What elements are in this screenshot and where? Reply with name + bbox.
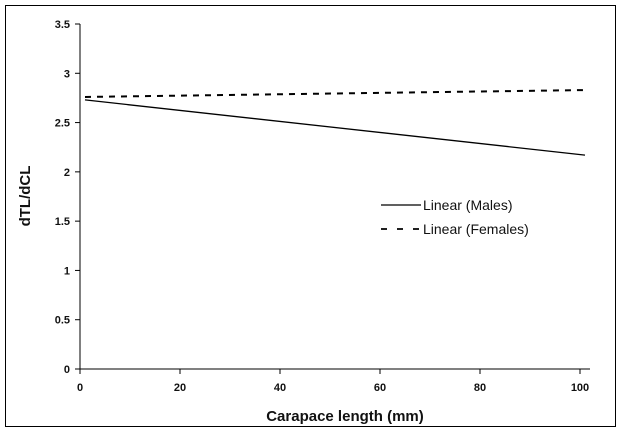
y-ticks: 0 0.5 1 1.5 2 2.5 3 3.5: [55, 19, 80, 376]
series-layer: [84, 89, 586, 156]
chart-frame: [5, 5, 616, 427]
y-tick-label: 3: [64, 68, 70, 80]
legend-label-males: Linear (Males): [423, 197, 512, 213]
series-line-females: [84, 89, 586, 98]
y-axis-title: dTL/dCL: [17, 166, 34, 227]
y-tick-label: 3.5: [55, 19, 70, 31]
y-tick-label: 1.5: [55, 216, 70, 228]
y-tick-label: 0.5: [55, 315, 70, 327]
y-tick-label: 2: [64, 167, 70, 179]
x-tick-label: 0: [77, 382, 83, 394]
x-tick-label: 20: [174, 382, 186, 394]
x-tick-label: 40: [274, 382, 286, 394]
y-tick-label: 1: [64, 265, 70, 277]
x-axis-title: Carapace length (mm): [266, 408, 424, 425]
x-tick-label: 100: [571, 382, 589, 394]
series-line-males: [84, 99, 586, 156]
legend-label-females: Linear (Females): [423, 221, 529, 237]
y-tick-label: 2.5: [55, 118, 70, 130]
legend: Linear (Males) Linear (Females): [381, 197, 529, 237]
y-tick-label: 0: [64, 364, 70, 376]
x-tick-label: 80: [474, 382, 486, 394]
x-ticks: 0 20 40 60 80 100: [77, 369, 589, 394]
x-tick-label: 60: [374, 382, 386, 394]
